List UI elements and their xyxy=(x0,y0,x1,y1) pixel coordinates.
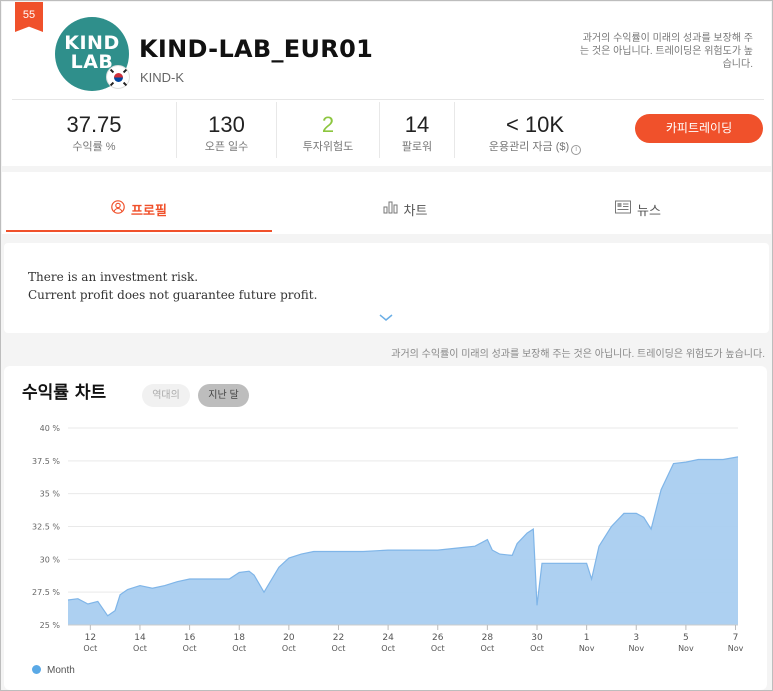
chart-legend[interactable]: Month xyxy=(32,665,75,676)
y-tick-label: 32.5 % xyxy=(32,523,60,532)
period-last-month-button[interactable]: 지난 달 xyxy=(198,384,249,407)
x-tick-label-day: 16 xyxy=(184,633,196,643)
x-tick-label-month: Oct xyxy=(83,644,97,653)
stat-risk-label: 투자위험도 xyxy=(302,141,354,153)
stat-aum-label-wrap: 운용관리 자금 ($) i xyxy=(455,140,615,155)
stats-row: 37.75 수익률 % 130 오픈 일수 2 투자위험도 14 팔로워 < 1… xyxy=(2,102,771,162)
risk-disclaimer-mid: 과거의 수익률이 미래의 성과를 보장해 주는 것은 아닙니다. 트레이딩은 위… xyxy=(391,349,765,360)
info-icon[interactable]: i xyxy=(571,145,582,155)
strategy-name: KIND-LAB_EUR01 xyxy=(139,35,374,63)
notice-line-1: There is an investment risk. xyxy=(28,270,199,284)
stat-aum: < 10K 운용관리 자금 ($) i xyxy=(455,102,615,158)
stat-followers-label: 팔로워 xyxy=(401,141,433,153)
x-tick-label-month: Oct xyxy=(332,644,346,653)
x-tick-label-month: Oct xyxy=(183,644,197,653)
return-area-chart: 25 %27.5 %30 %32.5 %35 %37.5 %40 %12Oct1… xyxy=(32,424,744,653)
stat-risk-value: 2 xyxy=(321,112,335,137)
y-tick-label: 37.5 % xyxy=(32,457,60,466)
stat-aum-value: < 10K xyxy=(505,112,565,137)
x-tick-label-month: Oct xyxy=(282,644,296,653)
korea-flag-icon xyxy=(106,65,130,89)
tab-chart-label: 차트 xyxy=(403,203,428,218)
chevron-down-icon[interactable] xyxy=(379,309,393,327)
x-tick-label-day: 7 xyxy=(733,633,739,643)
x-tick-label-day: 1 xyxy=(584,633,590,643)
return-chart-card: 수익률 차트 역대의 지난 달 25 % 27.5 % 30 % 32.5 % 35 %… xyxy=(4,366,767,690)
y-tick-label: 40 % xyxy=(40,424,61,433)
x-tick-label-month: Oct xyxy=(232,644,246,653)
x-tick-label-day: 28 xyxy=(482,633,494,643)
stat-return-label: 수익률 % xyxy=(72,141,116,153)
stat-followers: 14 팔로워 xyxy=(380,102,455,158)
x-tick-label-month: Oct xyxy=(133,644,147,653)
y-tick-label: 30 % xyxy=(40,555,61,564)
x-tick-label-day: 3 xyxy=(633,633,639,643)
x-tick-label-day: 24 xyxy=(382,633,394,643)
y-tick-label: 25 % xyxy=(40,621,61,630)
tab-chart[interactable]: 차트 xyxy=(272,172,538,232)
x-tick-label-month: Nov xyxy=(628,644,644,653)
chart-title: 수익률 차트 xyxy=(22,383,107,403)
x-tick-label-day: 5 xyxy=(683,633,689,643)
y-tick-label: 27.5 % xyxy=(32,588,60,597)
stat-open-days: 130 오픈 일수 xyxy=(177,102,277,158)
legend-dot-icon xyxy=(32,665,41,674)
strategy-header: 55 KIND LAB KIND-LAB_EUR01 KIND-K 과거의 수익… xyxy=(2,2,771,166)
x-tick-label-month: Oct xyxy=(431,644,445,653)
return-line xyxy=(67,456,739,617)
x-tick-label-month: Nov xyxy=(678,644,694,653)
x-tick-label-day: 30 xyxy=(531,633,543,643)
divider xyxy=(12,99,764,100)
stat-followers-value: 14 xyxy=(404,112,430,137)
stat-risk: 2 투자위험도 xyxy=(277,102,380,158)
x-tick-label-month: Nov xyxy=(579,644,595,653)
legend-label: Month xyxy=(47,665,75,676)
tab-news-label: 뉴스 xyxy=(637,203,661,218)
tab-bar: 프로필 차트 뉴스 xyxy=(2,172,771,234)
stat-open-days-label: 오픈 일수 xyxy=(204,141,249,153)
return-area xyxy=(68,456,738,625)
logo-text-line2: LAB xyxy=(70,51,114,73)
newspaper-icon xyxy=(615,171,632,249)
stat-return-value: 37.75 xyxy=(66,112,122,137)
logo-text-line1: KIND xyxy=(64,32,120,54)
x-tick-label-day: 14 xyxy=(134,633,146,643)
rank-badge: 55 xyxy=(15,2,43,32)
tab-profile[interactable]: 프로필 xyxy=(6,172,272,232)
stat-open-days-value: 130 xyxy=(208,112,245,137)
x-tick-label-day: 12 xyxy=(85,633,96,643)
tab-profile-label: 프로필 xyxy=(131,203,167,218)
x-tick-label-month: Oct xyxy=(480,644,494,653)
notice-line-2: Current profit does not guarantee future… xyxy=(28,288,318,302)
x-tick-label-month: Oct xyxy=(381,644,395,653)
x-tick-label-day: 22 xyxy=(333,633,344,643)
stat-aum-label: 운용관리 자금 ($) xyxy=(488,141,570,153)
stat-return: 37.75 수익률 % xyxy=(12,102,177,158)
risk-disclaimer: 과거의 수익률이 미래의 성과를 보장해 주는 것은 아닙니다. 트레이딩은 위… xyxy=(579,33,753,70)
period-all-time-button[interactable]: 역대의 xyxy=(142,384,190,407)
profile-notice: There is an investment risk. Current pro… xyxy=(4,243,769,333)
x-tick-label-day: 26 xyxy=(432,633,444,643)
x-tick-label-day: 18 xyxy=(233,633,245,643)
x-tick-label-month: Oct xyxy=(530,644,544,653)
x-tick-label-month: Nov xyxy=(728,644,744,653)
copy-trading-button[interactable]: 카피트레이딩 xyxy=(635,114,763,143)
y-tick-label: 35 % xyxy=(40,490,61,499)
bar-chart-icon xyxy=(383,171,398,249)
provider-name[interactable]: KIND-K xyxy=(140,70,185,85)
tab-news[interactable]: 뉴스 xyxy=(505,172,771,232)
user-icon xyxy=(111,171,125,249)
x-tick-label-day: 20 xyxy=(283,633,295,643)
